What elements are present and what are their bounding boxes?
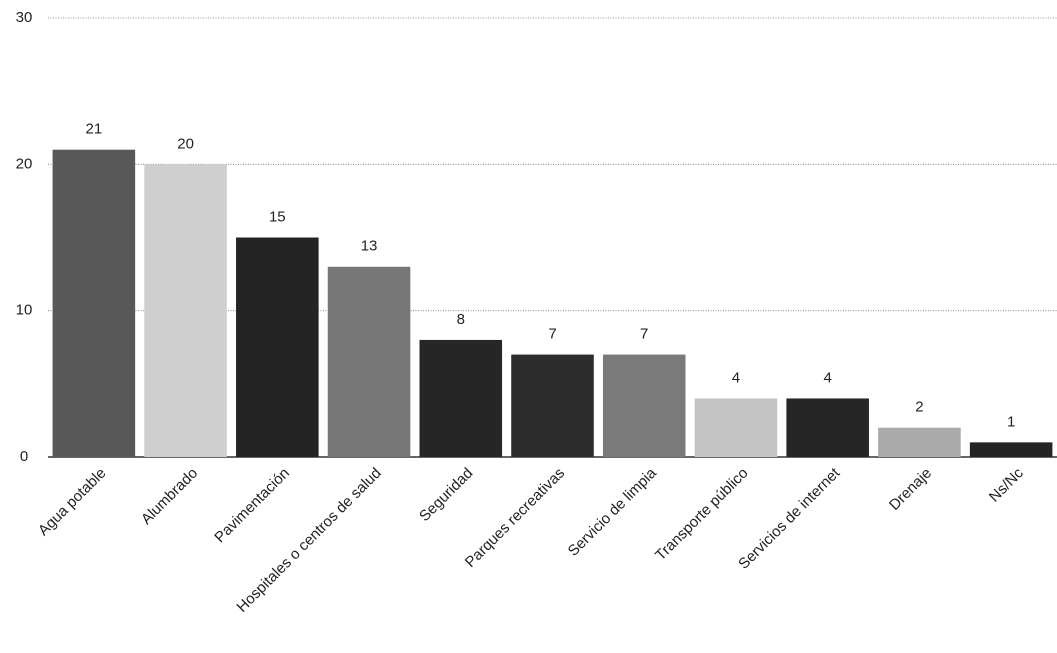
x-tick-label: Alumbrado	[138, 465, 201, 528]
x-tick-label: Servicio de limpia	[565, 464, 661, 560]
data-label: 7	[640, 326, 648, 343]
data-label: 13	[361, 238, 378, 255]
y-tick-label: 10	[16, 302, 33, 319]
data-label: 20	[177, 135, 194, 152]
x-tick-label: Drenaje	[886, 465, 935, 514]
data-label: 15	[269, 208, 286, 225]
y-tick-label: 0	[20, 448, 28, 465]
bar	[786, 398, 869, 457]
data-label: 1	[1007, 413, 1015, 430]
data-label: 8	[457, 311, 465, 328]
data-label: 4	[824, 369, 832, 386]
x-tick-label: Pavimentación	[211, 465, 293, 547]
bar	[236, 237, 319, 457]
bar	[144, 164, 227, 458]
data-label: 21	[86, 121, 103, 138]
x-tick-label: Ns/Nc	[986, 464, 1027, 505]
x-tick-label: Servicios de internet	[735, 464, 844, 573]
x-tick-label: Transporte público	[652, 465, 751, 564]
x-tick-label: Hospitales o centros de salud	[234, 465, 385, 616]
bar	[419, 339, 503, 457]
x-tick-label: Parques recreativas	[462, 465, 568, 571]
bar	[602, 354, 686, 457]
y-tick-label: 30	[16, 9, 33, 26]
bar	[511, 354, 594, 457]
bar	[878, 427, 961, 457]
data-label: 7	[548, 326, 556, 343]
data-label: 2	[915, 399, 923, 416]
data-label: 4	[732, 369, 740, 386]
bar	[694, 398, 778, 457]
bar	[52, 149, 136, 457]
x-tick-label: Seguridad	[416, 465, 476, 525]
bar	[969, 442, 1053, 457]
x-tick-label: Agua potable	[35, 465, 110, 540]
bar	[327, 266, 411, 457]
y-tick-label: 20	[16, 155, 33, 172]
